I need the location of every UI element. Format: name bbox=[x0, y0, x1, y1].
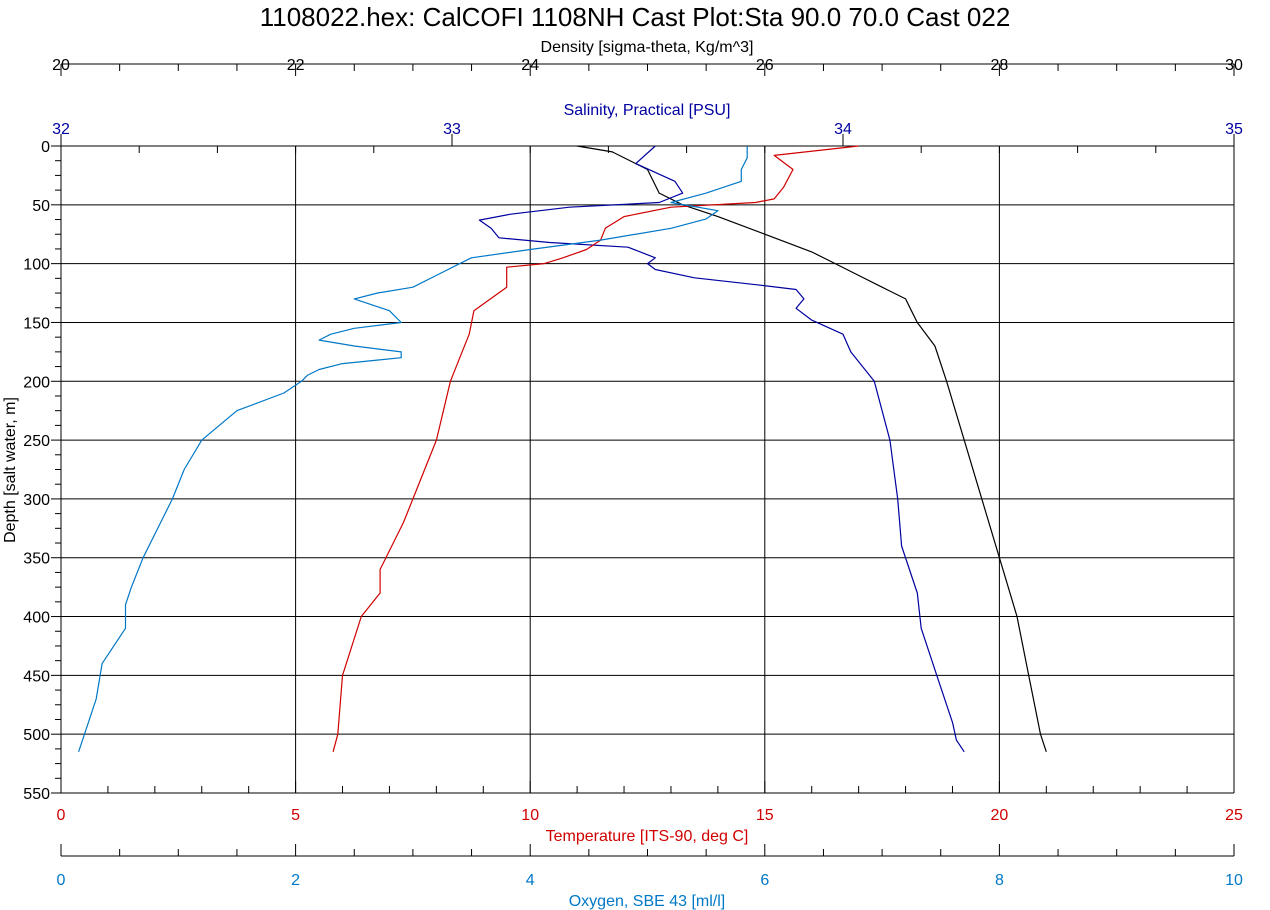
depth-tick-label: 50 bbox=[32, 198, 50, 215]
temperature-axis-label: Temperature [ITS-90, deg C] bbox=[546, 828, 749, 845]
oxygen-profile-line bbox=[78, 146, 748, 752]
density-tick-label: 22 bbox=[287, 57, 305, 74]
depth-tick-label: 500 bbox=[23, 727, 50, 744]
depth-tick-label: 350 bbox=[23, 551, 50, 568]
axes bbox=[51, 63, 1235, 857]
salinity-profile-line bbox=[478, 145, 965, 753]
oxygen-tick-label: 6 bbox=[760, 872, 769, 889]
density-tick-label: 24 bbox=[521, 57, 539, 74]
oxygen-tick-label: 8 bbox=[995, 872, 1004, 889]
oxygen-tick-label: 0 bbox=[57, 872, 66, 889]
depth-tick-label: 100 bbox=[23, 257, 50, 274]
salinity-tick-label: 32 bbox=[52, 121, 70, 138]
salinity-axis-label: Salinity, Practical [PSU] bbox=[564, 102, 731, 119]
temperature-tick-label: 25 bbox=[1225, 807, 1243, 824]
depth-tick-label: 550 bbox=[23, 786, 50, 803]
temperature-tick-label: 20 bbox=[991, 807, 1009, 824]
density-tick-label: 20 bbox=[52, 57, 70, 74]
depth-tick-label: 150 bbox=[23, 315, 50, 332]
salinity-tick-label: 35 bbox=[1225, 121, 1243, 138]
oxygen-axis-label: Oxygen, SBE 43 [ml/l] bbox=[569, 893, 726, 910]
depth-tick-label: 300 bbox=[23, 492, 50, 509]
depth-tick-label: 450 bbox=[23, 668, 50, 685]
depth-tick-label: 400 bbox=[23, 610, 50, 627]
depth-tick-label: 0 bbox=[41, 139, 50, 156]
oxygen-tick-label: 2 bbox=[291, 872, 300, 889]
temperature-tick-label: 15 bbox=[756, 807, 774, 824]
density-profile-line bbox=[577, 145, 1047, 752]
density-tick-label: 30 bbox=[1225, 57, 1243, 74]
density-axis-label: Density [sigma-theta, Kg/m^3] bbox=[541, 39, 754, 56]
depth-tick-label: 200 bbox=[23, 374, 50, 391]
density-tick-label: 28 bbox=[991, 57, 1009, 74]
temperature-tick-label: 5 bbox=[291, 807, 300, 824]
salinity-tick-label: 34 bbox=[834, 121, 852, 138]
temperature-tick-label: 0 bbox=[57, 807, 66, 824]
grid-lines bbox=[60, 145, 1235, 794]
depth-tick-label: 250 bbox=[23, 433, 50, 450]
density-tick-label: 26 bbox=[756, 57, 774, 74]
data-series bbox=[78, 145, 1047, 753]
depth-axis-label: Depth [salt water, m] bbox=[2, 397, 19, 543]
salinity-tick-label: 33 bbox=[443, 121, 461, 138]
temperature-profile-line bbox=[332, 145, 859, 752]
chart-title: 1108022.hex: CalCOFI 1108NH Cast Plot:St… bbox=[260, 2, 1011, 32]
oxygen-tick-label: 10 bbox=[1225, 872, 1243, 889]
oxygen-tick-label: 4 bbox=[526, 872, 535, 889]
temperature-tick-label: 10 bbox=[521, 807, 539, 824]
